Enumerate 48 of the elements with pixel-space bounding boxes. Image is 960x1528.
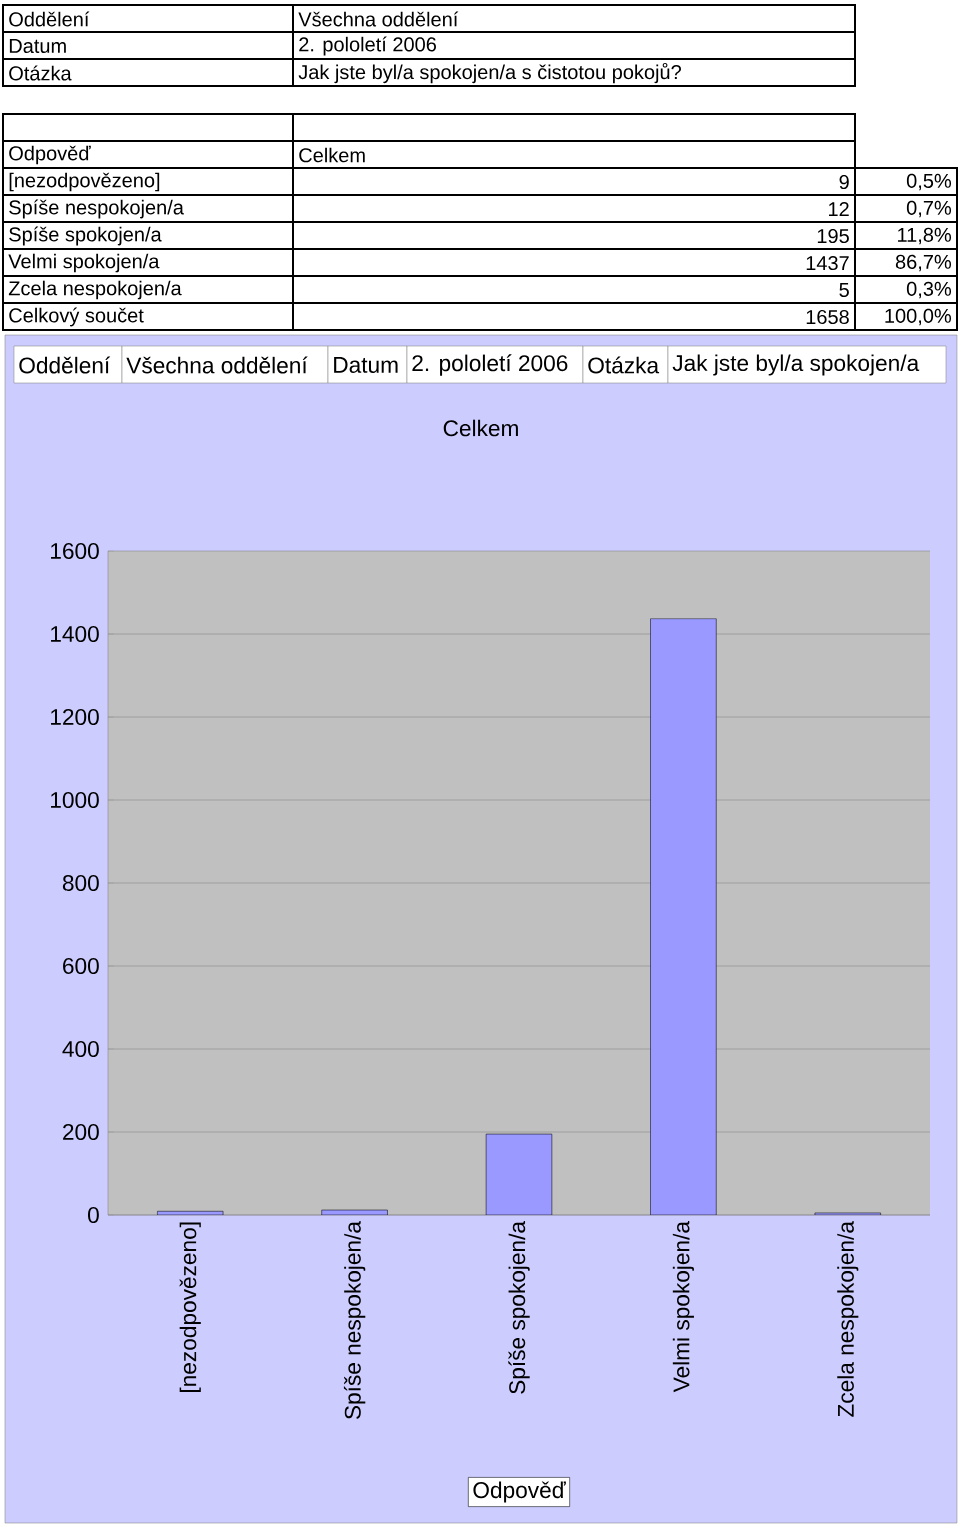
text: 0,3% bbox=[906, 281, 952, 299]
text: 1437 bbox=[806, 255, 849, 271]
y-tick-label: 1200 bbox=[51, 708, 99, 726]
category-label: Spíše nespokojen/a bbox=[9, 199, 184, 219]
text: 2. pololetí 2006 bbox=[412, 354, 568, 376]
text: Oddělení bbox=[19, 356, 111, 374]
category-label: Spíše spokojen/a bbox=[9, 226, 162, 246]
y-tick-label: 400 bbox=[62, 1040, 99, 1058]
x-tick-label: Spíše nespokojen/a bbox=[343, 1221, 366, 1420]
text: 195 bbox=[817, 228, 849, 244]
text: Datum bbox=[334, 357, 398, 373]
text: Otázka bbox=[588, 356, 660, 374]
text: 1658 bbox=[806, 309, 849, 325]
category-label: Velmi spokojen/a bbox=[8, 253, 160, 273]
text: 11,8% bbox=[898, 227, 952, 245]
text: 86,7% bbox=[895, 254, 951, 272]
text: 0,5% bbox=[906, 173, 952, 191]
text: 0,7% bbox=[906, 200, 952, 218]
text: Otázka bbox=[9, 65, 72, 81]
chart-title: Celkem bbox=[443, 419, 518, 437]
text: Všechna oddělení bbox=[126, 356, 308, 374]
x-tick-label: [nezodpovězeno] bbox=[179, 1222, 201, 1393]
text: Jak jste byl/a spokojen/a s čistotou pokojů? bbox=[298, 62, 681, 84]
text: 100,0% bbox=[885, 308, 951, 326]
x-tick-label: Zcela nespokojen/a bbox=[837, 1221, 859, 1417]
text: Odpověď bbox=[9, 145, 91, 165]
text: 12 bbox=[829, 202, 849, 216]
y-tick-label: 0 bbox=[88, 1206, 99, 1224]
y-tick-label: 1400 bbox=[51, 625, 99, 643]
category-label: Zcela nespokojen/a bbox=[8, 280, 182, 300]
chart-title: Celkem bbox=[299, 147, 365, 163]
text: 2. pololetí 2006 bbox=[299, 36, 436, 56]
text: Celkový součet bbox=[9, 307, 144, 327]
text: 9 bbox=[839, 174, 849, 190]
y-tick-label: 1000 bbox=[51, 791, 99, 809]
y-tick-label: 200 bbox=[63, 1123, 99, 1141]
x-tick-label: Spíše spokojen/a bbox=[508, 1221, 530, 1394]
text: 5 bbox=[839, 283, 849, 297]
category-label: [nezodpovězeno] bbox=[9, 172, 160, 192]
text: Oddělení bbox=[9, 11, 90, 27]
x-tick-label: Velmi spokojen/a bbox=[672, 1221, 694, 1393]
text: Datum bbox=[9, 39, 66, 53]
y-tick-label: 800 bbox=[62, 874, 99, 892]
x-axis-title: Odpověď bbox=[473, 1481, 566, 1503]
text: Jak jste byl/a spokojen/a bbox=[672, 354, 920, 376]
text: Všechna oddělení bbox=[298, 11, 459, 27]
y-tick-label: 1600 bbox=[51, 542, 99, 560]
y-tick-label: 600 bbox=[63, 957, 99, 975]
